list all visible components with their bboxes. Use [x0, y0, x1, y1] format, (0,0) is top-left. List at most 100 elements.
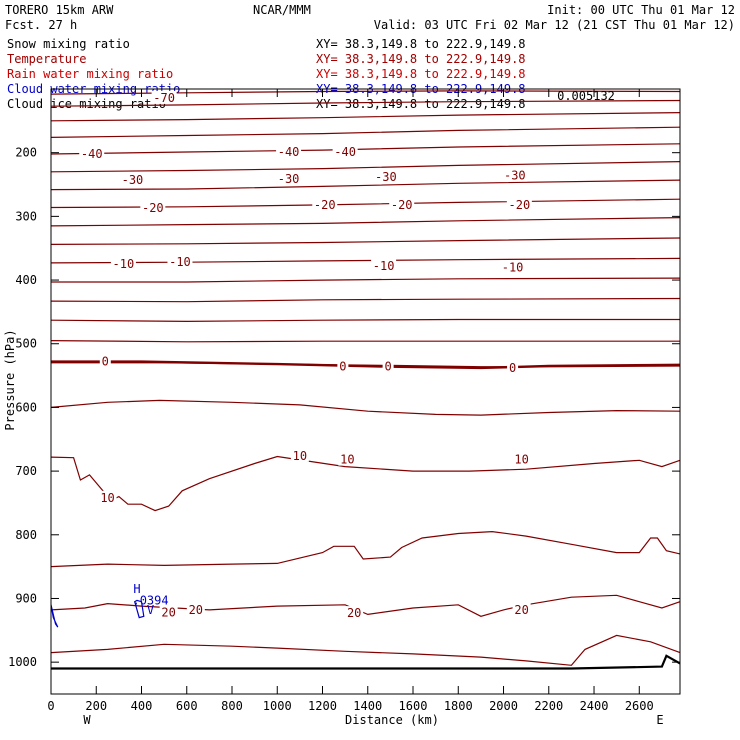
isotherm-line-10 — [50, 257, 681, 264]
terrain-line — [51, 654, 681, 670]
valid-time: Valid: 03 UTC Fri 02 Mar 12 (21 CST Thu … — [374, 18, 735, 32]
isotherm-line-14 — [50, 340, 680, 343]
isotherm-line-13 — [50, 318, 680, 323]
isotherm-label-bg-14 — [371, 259, 397, 273]
isotherm-label-1: -40 — [81, 147, 103, 161]
isotherm-label-21: 20 — [189, 603, 203, 617]
cloud-water-contour-1 — [133, 599, 145, 619]
init-time: Init: 00 UTC Thu 01 Mar 12 — [547, 3, 735, 17]
isotherm-label-bg-21 — [186, 602, 205, 616]
freezing-label-3: 0 — [509, 361, 516, 375]
freezing-line-layer — [51, 360, 681, 370]
isotherm-label-10: -20 — [391, 198, 413, 212]
y-tick-label-5: 700 — [15, 464, 37, 478]
isotherm-line-12 — [50, 297, 681, 303]
isotherm-line-17 — [50, 455, 681, 512]
isotherm-label-bg-4 — [119, 173, 145, 187]
x-tick-label-2: 400 — [131, 699, 153, 713]
isotherm-line-18 — [50, 530, 681, 568]
isotherm-label-bg-8 — [140, 201, 166, 215]
isotherm-line-8 — [50, 217, 681, 227]
y-tick-label-8: 1000 — [8, 655, 37, 669]
isotherm-label-bg-18 — [512, 452, 531, 466]
y-tick-label-6: 800 — [15, 528, 37, 542]
isotherm-label-bg-5 — [276, 171, 302, 185]
isotherm-label-15: -10 — [502, 260, 524, 274]
isotherm-label-bg-23 — [512, 602, 531, 616]
isotherm-label-bg-0 — [151, 90, 177, 104]
x-tick-label-7: 1400 — [353, 699, 382, 713]
isotherm-label-5: -30 — [278, 172, 300, 186]
freezing-label-0: 0 — [102, 355, 109, 369]
isotherm-label-14: -10 — [373, 259, 395, 273]
isotherm-label-bg-20 — [159, 605, 178, 619]
isotherm-label-19: 10 — [100, 491, 114, 505]
isotherm-label-bg-7 — [502, 168, 528, 182]
freezing-label-bg-3 — [507, 360, 519, 374]
isotherm-label-13: -10 — [169, 255, 191, 269]
y-tick-label-4: 600 — [15, 400, 37, 414]
isotherm-label-bg-13 — [167, 255, 193, 269]
isotherm-label-bg-9 — [312, 197, 338, 211]
isotherm-label-bg-22 — [345, 606, 364, 620]
legend-xy-cloud-ice: XY= 38.3,149.8 to 222.9,149.8 — [316, 97, 526, 111]
isotherm-label-bg-10 — [389, 197, 415, 211]
isotherm-line-6 — [50, 179, 681, 191]
x-tick-label-3: 600 — [176, 699, 198, 713]
isotherm-label-18: 10 — [514, 453, 528, 467]
isotherm-layer — [50, 90, 681, 666]
freezing-line — [51, 360, 681, 370]
x-tick-label-5: 1000 — [263, 699, 292, 713]
freezing-label-2: 0 — [385, 360, 392, 374]
isotherm-line-4 — [50, 143, 681, 155]
x-tick-label-1: 200 — [85, 699, 107, 713]
isotherm-line-3 — [50, 126, 681, 138]
east-label: E — [656, 713, 663, 727]
isotherm-label-bg-11 — [506, 197, 532, 211]
x-tick-label-12: 2400 — [580, 699, 609, 713]
west-label: W — [83, 713, 91, 727]
isotherm-label-bg-2 — [276, 145, 302, 159]
isotherm-label-17: 10 — [340, 453, 354, 467]
isotherm-label-7: -30 — [504, 169, 526, 183]
x-tick-label-13: 2600 — [625, 699, 654, 713]
y-tick-label-2: 400 — [15, 273, 37, 287]
isotherm-line-5 — [50, 161, 681, 173]
legend-xy-temperature: XY= 38.3,149.8 to 222.9,149.8 — [316, 52, 526, 66]
cloud-water-contour-0 — [50, 604, 59, 628]
isotherm-label-bg-12 — [110, 257, 136, 271]
isotherm-label-8: -20 — [142, 201, 164, 215]
isotherm-label-bg-3 — [332, 145, 358, 159]
isotherm-label-4: -30 — [122, 173, 144, 187]
y-axis-title: Pressure (hPa) — [3, 329, 17, 430]
isotherm-label-12: -10 — [113, 257, 135, 271]
isotherm-line-11 — [51, 277, 681, 283]
isotherm-label-3: -40 — [334, 145, 356, 159]
x-tick-label-6: 1200 — [308, 699, 337, 713]
freezing-label-bg-0 — [99, 354, 111, 368]
y-tick-label-7: 900 — [15, 591, 37, 605]
isotherm-label-bg-6 — [373, 169, 399, 183]
x-tick-label-9: 1800 — [444, 699, 473, 713]
cloud-label-0: H — [133, 582, 140, 596]
axes-layer: 0 200 400 600 800 1000 1200 1400 1600 1800 2000 220… — [8, 89, 680, 713]
freezing-label-1: 0 — [339, 360, 346, 374]
y-tick-label-1: 300 — [15, 209, 37, 223]
isotherm-line-2 — [50, 112, 681, 122]
contour-label-layer: -70 -40 -40 -40 -30 -30 -30 -30 -20 -20 -20 -20 -10 -… — [79, 90, 532, 620]
y-tick-label-0: 200 — [15, 146, 37, 160]
isotherm-label-bg-16 — [290, 448, 309, 462]
center-label: NCAR/MMM — [253, 3, 311, 17]
isotherm-label-20: 20 — [161, 605, 175, 619]
isotherm-line-1 — [50, 99, 681, 107]
isotherm-label-9: -20 — [314, 198, 336, 212]
isotherm-line-20 — [50, 634, 681, 666]
isotherm-label-23: 20 — [514, 603, 528, 617]
isotherm-label-bg-17 — [338, 452, 357, 466]
x-tick-label-8: 1600 — [399, 699, 428, 713]
plot-frame — [50, 88, 681, 695]
chart-header: TORERO 15km ARW Fcst. 27 h NCAR/MMM Init… — [5, 3, 735, 32]
legend-label-snow: Snow mixing ratio — [7, 37, 130, 51]
freezing-label-bg-2 — [382, 359, 394, 373]
